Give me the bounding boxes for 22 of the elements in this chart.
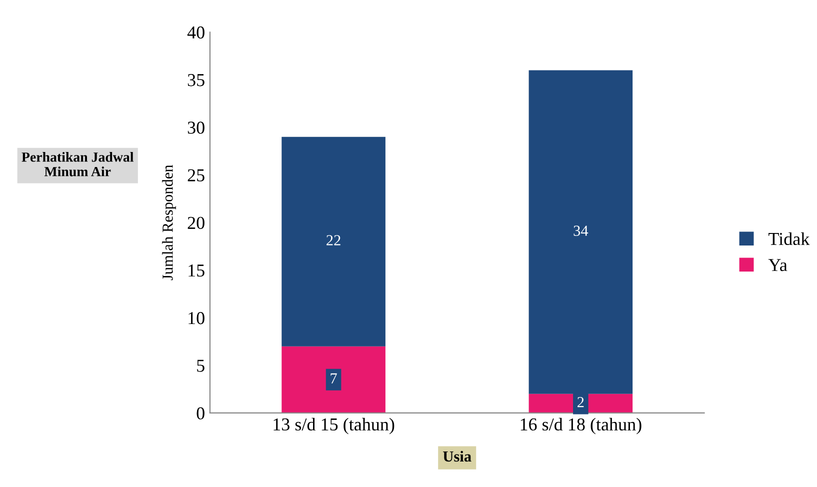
y-tick-label: 15: [188, 264, 204, 277]
data-label: 22: [326, 235, 340, 246]
y-tick-label: 30: [188, 122, 204, 134]
y-tick-label: 5: [197, 360, 204, 372]
data-label: 34: [574, 226, 588, 236]
bar: [282, 346, 386, 413]
y-tick-label: 10: [188, 312, 204, 324]
y-tick-label: 0: [196, 407, 204, 420]
x-tick-label: 16 s/d 18 (tahun): [520, 418, 642, 434]
y-axis-title: Jumlah Responden: [162, 164, 176, 280]
data-label: 2: [578, 397, 584, 408]
legend-label: Tidak: [768, 232, 810, 246]
y-tick-label: 20: [188, 216, 204, 229]
legend-label: Ya: [768, 259, 788, 272]
x-tick-label: 13 s/d 15 (tahun): [274, 418, 394, 434]
y-tick-label: 40: [187, 26, 204, 39]
data-label: 7: [330, 373, 337, 384]
y-tick-label: 25: [188, 169, 204, 182]
y-tick-label: 35: [188, 74, 204, 86]
bar: [282, 136, 386, 346]
x-axis-title: Usia: [443, 450, 472, 462]
text: Perhatikan Jadwal Minum Air: [22, 152, 134, 176]
